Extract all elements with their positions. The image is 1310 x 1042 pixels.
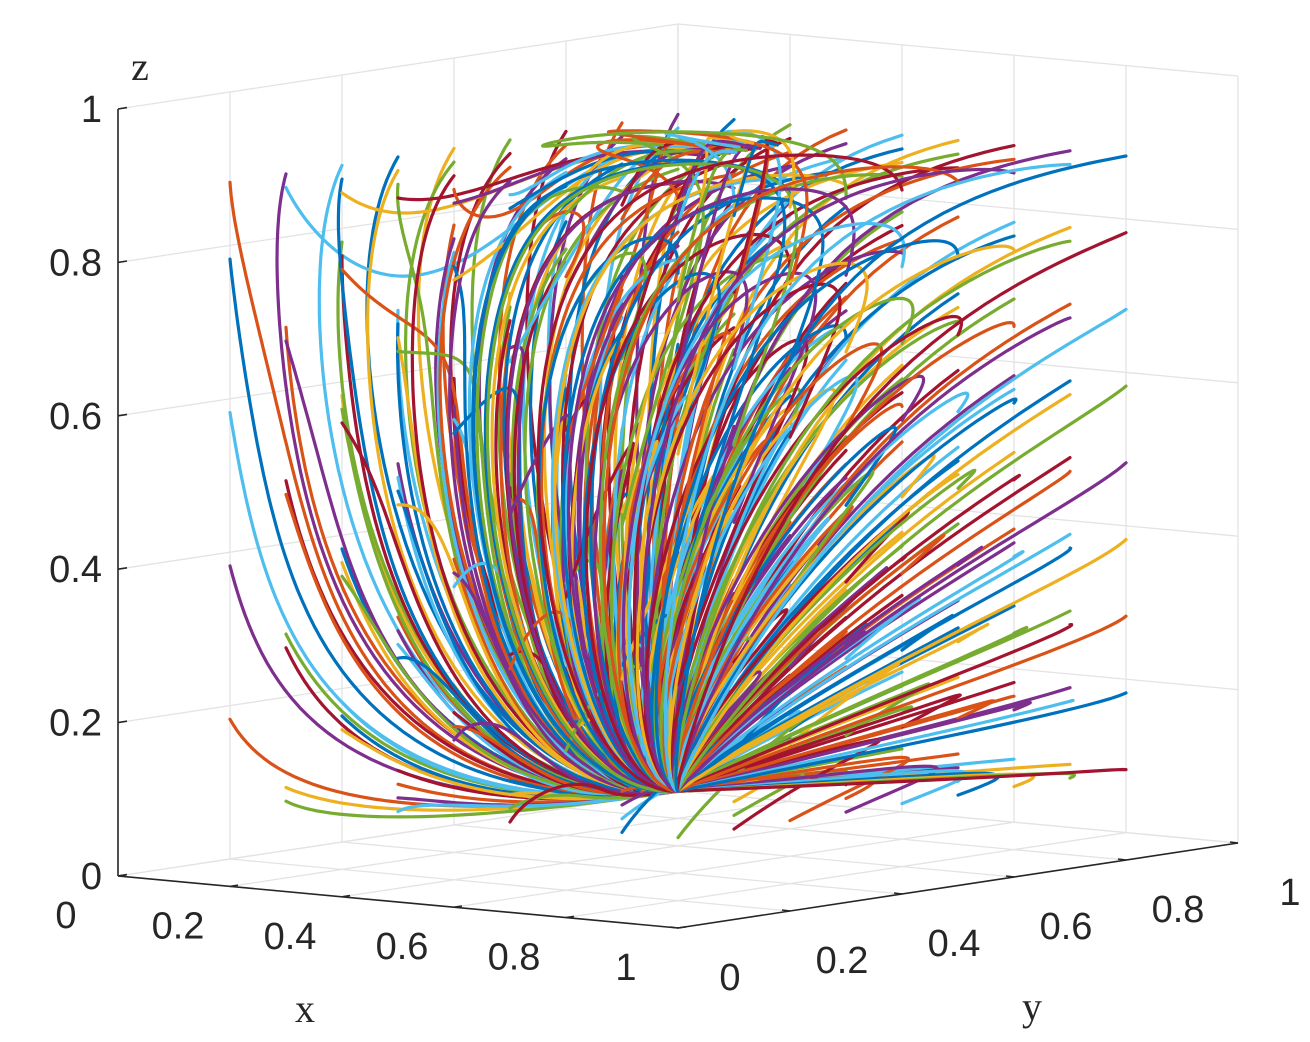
y-tick-mark (669, 926, 679, 929)
grid-line (341, 841, 903, 895)
grid-line (565, 807, 1127, 861)
y-axis-line (677, 842, 1239, 929)
grid-line (229, 800, 791, 888)
y-tick-label: 1 (1279, 872, 1300, 914)
y-tick-label: 0.4 (928, 923, 981, 965)
z-tick-mark (117, 720, 128, 724)
x-tick-mark (341, 894, 351, 898)
grid-line (677, 23, 1239, 77)
x-tick-mark (677, 926, 687, 929)
grid-line (453, 821, 1015, 908)
z-tick-label: 0.4 (49, 549, 102, 591)
x-tick-label: 0.2 (152, 905, 205, 947)
y-tick-mark (1117, 858, 1127, 861)
tick-labels: 0 0.2 0.4 0.6 0.8 1 0 0.2 0.4 0.6 0.8 1 0 0.2 0.4 0.6 0.… (49, 89, 1300, 999)
trajectory-line (676, 145, 762, 379)
axis-lines (117, 106, 1239, 929)
grid-line (453, 824, 1015, 878)
x-tick-label: 0.8 (488, 937, 541, 979)
x-tick-mark (453, 905, 463, 908)
trajectory-line (471, 158, 787, 794)
trajectory-line (732, 139, 779, 218)
z-tick-mark (117, 106, 128, 110)
x-tick-label: 0 (55, 895, 76, 937)
trajectory-line (606, 129, 809, 286)
y-tick-label: 0.2 (816, 940, 869, 982)
trajectory-lines (228, 112, 1128, 840)
y-tick-label: 0.6 (1040, 906, 1093, 948)
trajectory-line (674, 154, 1128, 793)
y-tick-mark (893, 892, 903, 895)
trajectory-line (676, 149, 738, 226)
z-tick-label: 1 (81, 89, 102, 131)
y-axis-label: y (1022, 984, 1042, 1029)
x-tick-mark (565, 915, 575, 919)
grid-line (341, 811, 903, 898)
y-tick-mark (1005, 875, 1015, 878)
grid-line (117, 176, 679, 264)
x-tick-mark (117, 874, 127, 877)
x-tick-label: 0.6 (376, 926, 429, 968)
z-axis-label: z (131, 44, 149, 89)
z-tick-label: 0.6 (49, 396, 102, 438)
grid-line (117, 23, 679, 110)
x-tick-label: 0.4 (264, 916, 317, 958)
x-axis-label: x (295, 986, 315, 1031)
z-tick-mark (117, 567, 128, 570)
grid-line (229, 858, 791, 912)
grid-line (677, 790, 1239, 844)
x-tick-mark (229, 884, 239, 888)
z-tick-mark (117, 413, 128, 417)
z-tick-mark (117, 260, 128, 264)
x-axis-line (117, 875, 679, 929)
grid-line (565, 831, 1127, 919)
y-tick-label: 0.8 (1152, 889, 1205, 931)
trajectory-line (676, 148, 748, 303)
z-tick-label: 0.2 (49, 703, 102, 745)
y-tick-label: 0 (719, 957, 740, 999)
trajectory-line (541, 130, 848, 201)
x-tick-label: 1 (615, 947, 636, 989)
trajectory-line (664, 131, 741, 204)
z-tick-label: 0.8 (49, 242, 102, 284)
y-tick-mark (781, 909, 791, 912)
z-tick-label: 0 (81, 856, 102, 898)
y-tick-mark (1229, 841, 1239, 844)
